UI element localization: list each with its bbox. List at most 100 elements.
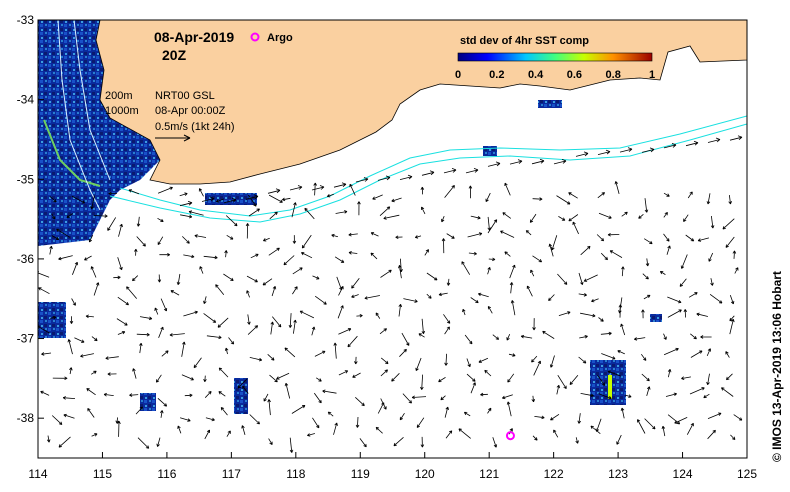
current-arrow: [157, 274, 162, 283]
current-arrow: [591, 298, 599, 303]
current-arrow: [87, 408, 95, 418]
current-arrow: [354, 356, 358, 365]
current-arrow: [532, 318, 536, 331]
current-arrow: [380, 357, 389, 365]
current-arrow: [690, 333, 697, 340]
current-arrow: [572, 221, 579, 235]
current-arrow: [113, 275, 121, 280]
current-arrow: [51, 213, 56, 220]
argo-float-marker[interactable]: [505, 431, 515, 441]
current-arrow: [416, 417, 425, 428]
current-arrow: [579, 335, 588, 339]
current-arrow: [504, 182, 511, 196]
current-arrow: [683, 309, 688, 318]
current-arrow: [548, 294, 555, 301]
current-arrow: [194, 234, 207, 238]
current-arrow: [667, 369, 672, 378]
current-arrow: [269, 211, 278, 220]
current-arrow: [532, 197, 543, 201]
current-arrow: [438, 292, 448, 297]
current-arrow: [532, 255, 543, 263]
current-arrow: [38, 325, 50, 334]
x-tick-label: 117: [222, 467, 241, 481]
current-arrow: [293, 319, 297, 334]
colorbar-tick-label: 0.4: [528, 69, 544, 81]
colorbar-tick-label: 0.6: [567, 69, 582, 81]
current-arrow: [269, 374, 278, 383]
current-arrow: [609, 250, 623, 258]
current-arrow: [643, 294, 651, 300]
current-arrow: [600, 331, 612, 336]
x-tick-label: 125: [737, 467, 757, 481]
current-arrow: [446, 278, 451, 286]
colorbar-tick-label: 0: [455, 69, 461, 81]
current-arrow: [551, 235, 558, 251]
current-arrow: [575, 151, 589, 157]
current-arrow: [578, 356, 587, 364]
current-arrow: [91, 336, 98, 342]
current-arrow: [542, 330, 555, 339]
current-arrow: [375, 426, 383, 434]
current-arrow: [663, 233, 670, 242]
current-arrow: [568, 214, 579, 222]
current-arrow: [463, 411, 471, 417]
current-arrow: [159, 252, 171, 257]
sst-highlight-west: [43, 119, 101, 187]
current-arrow: [137, 437, 150, 449]
current-arrow: [247, 314, 251, 325]
current-arrow: [203, 313, 217, 323]
current-arrow: [597, 192, 605, 199]
current-arrow: [226, 430, 231, 437]
sst-patch: [483, 146, 497, 156]
current-arrow: [224, 347, 229, 355]
current-arrow: [292, 267, 303, 275]
current-arrow: [313, 392, 322, 404]
current-arrow: [706, 348, 711, 357]
current-arrow: [334, 256, 345, 263]
current-arrow: [465, 168, 479, 174]
current-arrow: [311, 326, 316, 336]
current-arrow: [193, 357, 202, 369]
current-arrow: [502, 394, 513, 400]
current-arrow: [426, 293, 432, 299]
current-arrow: [487, 407, 492, 414]
current-arrow: [466, 358, 471, 368]
current-arrow: [577, 413, 582, 424]
sst-patch: [650, 314, 662, 322]
current-arrow: [215, 198, 225, 203]
current-arrow: [204, 429, 210, 440]
current-arrow: [575, 437, 579, 444]
current-arrow: [380, 269, 392, 278]
current-arrow: [355, 416, 360, 428]
current-arrow: [225, 215, 238, 227]
current-arrow: [598, 317, 604, 322]
current-arrow: [380, 369, 388, 377]
depth-200-label: 200m: [105, 90, 133, 102]
current-arrow: [445, 430, 453, 439]
current-arrow: [618, 304, 623, 318]
current-arrow: [158, 326, 164, 338]
current-arrow: [507, 373, 515, 383]
current-arrow: [509, 282, 514, 294]
current-arrow: [620, 323, 626, 336]
current-arrow: [128, 189, 140, 195]
current-arrow: [440, 395, 446, 401]
x-tick-label: 116: [157, 467, 176, 481]
current-arrow: [596, 234, 605, 242]
current-arrow: [733, 414, 743, 421]
current-arrow: [338, 328, 352, 335]
current-arrow: [424, 249, 429, 256]
current-arrow: [375, 312, 381, 319]
current-arrow: [268, 247, 280, 256]
current-arrow: [108, 191, 117, 196]
current-arrow: [468, 251, 477, 256]
current-arrow: [687, 191, 693, 199]
current-arrow: [284, 382, 291, 399]
current-arrow: [598, 212, 612, 219]
sst-swath-west: [38, 20, 160, 246]
current-arrow: [487, 267, 491, 275]
current-arrow: [553, 159, 567, 165]
current-arrow: [105, 356, 119, 360]
current-arrow: [370, 252, 378, 260]
current-arrow: [470, 382, 476, 394]
